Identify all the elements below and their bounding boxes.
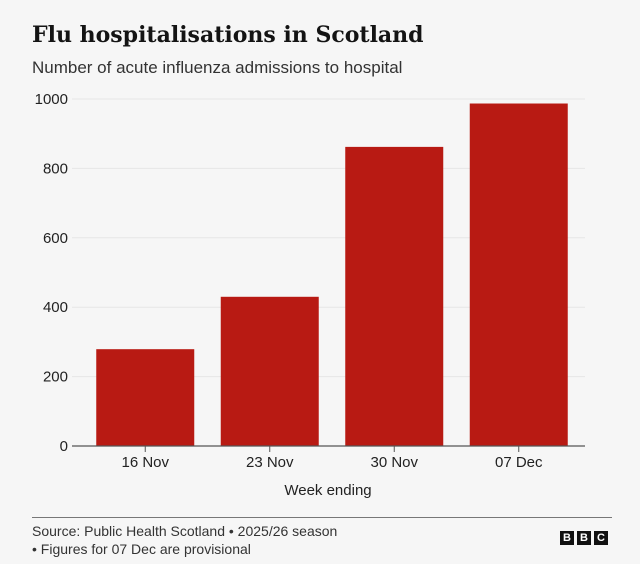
chart-subtitle: Number of acute influenza admissions to … [32,58,403,77]
bbc-logo: B B C [560,531,608,545]
y-tick-label: 200 [43,369,68,386]
y-tick-label: 400 [43,299,68,316]
bar-30-nov [345,146,444,447]
bbc-logo-letter: B [560,531,574,545]
bbc-logo-letter: B [577,531,591,545]
x-tick-label: 23 Nov [246,454,294,471]
chart-title: Flu hospitalisations in Scotland [32,22,424,48]
bar-07-dec [469,103,568,447]
y-tick-label: 800 [43,160,68,177]
bar-23-nov [220,296,319,446]
x-tick-label: 16 Nov [121,454,169,471]
footer-divider [32,517,612,518]
y-tick-label: 1000 [35,91,68,108]
bar-16-nov [96,349,195,446]
footnote-text: • Figures for 07 Dec are provisional [32,541,251,557]
y-tick-label: 600 [43,230,68,247]
x-tick-label: 30 Nov [370,454,418,471]
bbc-logo-letter: C [594,531,608,545]
x-axis-label: Week ending [284,482,371,499]
x-tick-label: 07 Dec [495,454,543,471]
source-text: Source: Public Health Scotland • 2025/26… [32,523,338,539]
y-tick-label: 0 [60,438,68,455]
